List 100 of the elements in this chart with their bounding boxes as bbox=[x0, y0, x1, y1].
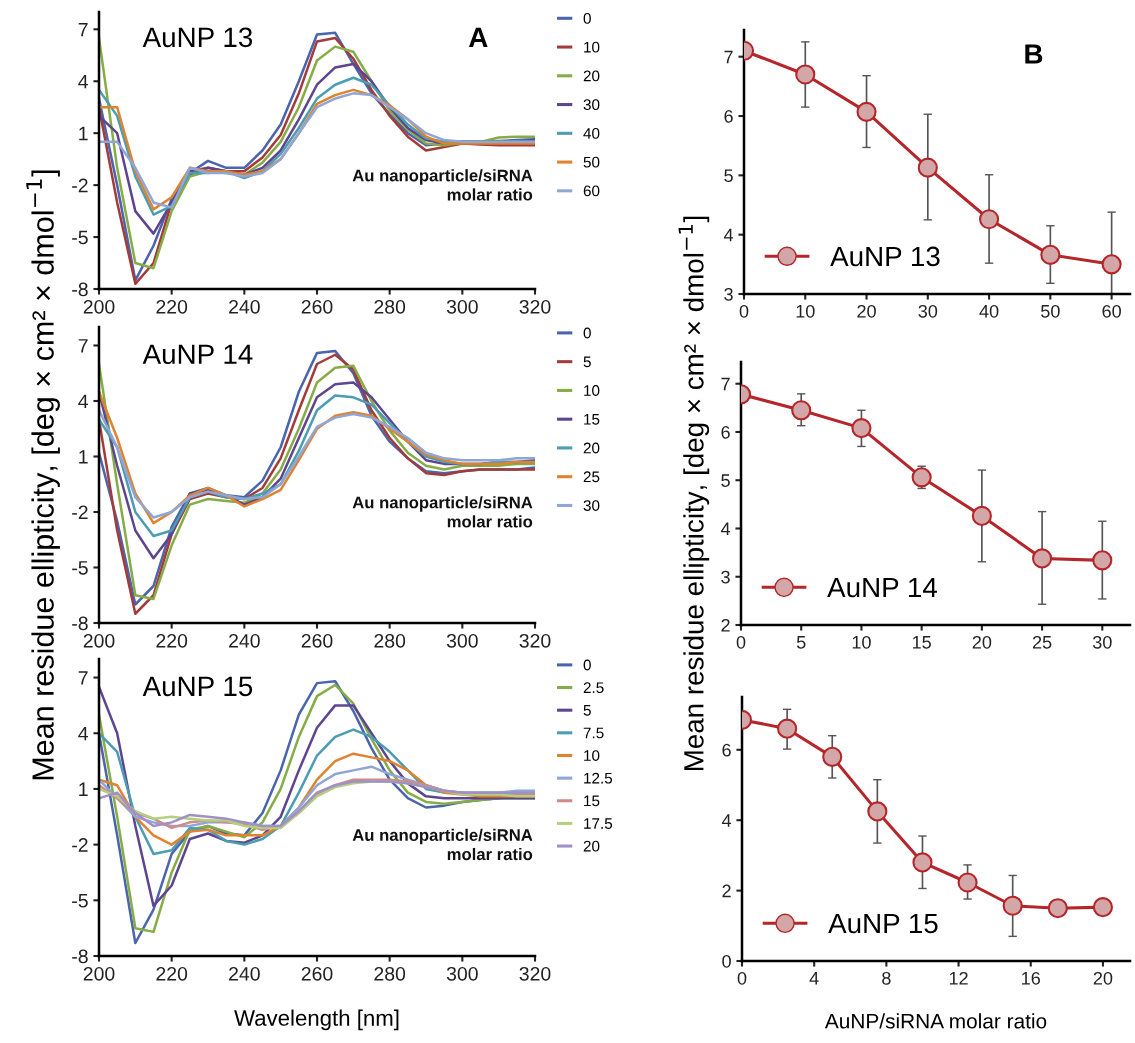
annotation: Au nanoparticle/siRNA molar ratio bbox=[352, 496, 533, 528]
legend-label: 60 bbox=[583, 185, 600, 197]
legend-label: 0 bbox=[583, 12, 591, 24]
legend-label: AuNP 13 bbox=[830, 246, 940, 267]
y-tick-label: -8 bbox=[72, 949, 88, 964]
legend-label: 0 bbox=[583, 327, 591, 339]
x-tick-label: 15 bbox=[912, 636, 931, 649]
legend-label: 20 bbox=[583, 442, 600, 454]
legend-label: 15 bbox=[584, 795, 600, 807]
y-tick-label: -5 bbox=[72, 230, 88, 245]
y-tick-label: 5 bbox=[721, 474, 730, 487]
x-tick-label: 12 bbox=[949, 971, 968, 985]
x-tick-label: 0 bbox=[737, 971, 747, 985]
y-tick-label: 2 bbox=[721, 618, 730, 632]
y-tick-label: -5 bbox=[72, 561, 88, 575]
x-tick-label: 10 bbox=[852, 635, 871, 649]
y-tick-label: 7 bbox=[78, 339, 88, 353]
annotation: Au nanoparticle/siRNA molar ratio bbox=[352, 169, 533, 201]
y-tick-label: 4 bbox=[78, 726, 89, 741]
x-tick-label: 220 bbox=[156, 633, 188, 648]
x-tick-label: 0 bbox=[739, 304, 749, 318]
y-tick-label: 0 bbox=[722, 954, 731, 968]
legend-label: AuNP 14 bbox=[827, 577, 937, 598]
y-tick-label: 1 bbox=[79, 782, 88, 796]
y-axis-title: Mean residue ellipticity, [deg × cm² × dmol$^{−1}$] bbox=[678, 216, 710, 771]
legend-label: 10 bbox=[584, 385, 600, 396]
y-tick-label: 7 bbox=[78, 671, 88, 685]
legend-label: 20 bbox=[583, 840, 600, 852]
x-axis-title: AuNP/siRNA molar ratio bbox=[824, 1013, 1047, 1029]
y-tick-label: -8 bbox=[72, 282, 88, 297]
x-tick-label: 0 bbox=[736, 635, 746, 649]
legend-label: 30 bbox=[583, 500, 600, 511]
y-tick-label: 4 bbox=[720, 522, 731, 536]
x-tick-label: 40 bbox=[979, 304, 999, 318]
x-tick-label: 30 bbox=[918, 304, 938, 318]
legend-label: 30 bbox=[583, 99, 600, 111]
legend-label: 20 bbox=[583, 70, 600, 82]
legend-label: 5 bbox=[583, 356, 591, 368]
x-tick-label: 8 bbox=[882, 971, 891, 985]
legend-label: 15 bbox=[584, 414, 600, 425]
chart-title: AuNP 15 bbox=[142, 676, 253, 697]
y-tick-label: 6 bbox=[721, 425, 730, 439]
x-tick-label: 20 bbox=[857, 304, 876, 318]
x-tick-label: 260 bbox=[301, 299, 333, 314]
x-tick-label: 30 bbox=[1092, 635, 1112, 649]
legend-label: AuNP 15 bbox=[828, 913, 938, 934]
x-tick-label: 200 bbox=[83, 633, 115, 648]
x-tick-label: 20 bbox=[1093, 971, 1113, 985]
x-tick-label: 300 bbox=[446, 633, 478, 648]
x-tick-label: 240 bbox=[229, 633, 260, 648]
chart-title: AuNP 14 bbox=[142, 344, 253, 365]
legend-label: 10 bbox=[584, 750, 600, 761]
legend-label: 17.5 bbox=[584, 818, 613, 829]
x-tick-label: 300 bbox=[446, 299, 478, 314]
y-tick-label: 4 bbox=[723, 228, 734, 242]
x-tick-label: 220 bbox=[156, 299, 188, 314]
x-tick-label: 240 bbox=[229, 299, 260, 314]
y-tick-label: 6 bbox=[724, 109, 733, 123]
x-tick-label: 320 bbox=[519, 633, 551, 648]
legend-label: 40 bbox=[583, 128, 600, 139]
y-tick-label: 1 bbox=[79, 126, 88, 141]
y-tick-label: 4 bbox=[78, 74, 89, 89]
legend-label: 2.5 bbox=[583, 682, 604, 694]
y-tick-label: -2 bbox=[72, 178, 88, 193]
legend-label: 7.5 bbox=[583, 727, 604, 739]
y-tick-label: 4 bbox=[78, 394, 89, 409]
y-tick-label: 2 bbox=[722, 884, 731, 898]
x-tick-label: 280 bbox=[374, 299, 406, 314]
x-tick-label: 320 bbox=[519, 299, 551, 314]
y-tick-label: 5 bbox=[724, 169, 733, 183]
x-tick-label: 260 bbox=[301, 633, 333, 648]
y-tick-label: 1 bbox=[79, 450, 88, 464]
y-tick-label: -5 bbox=[72, 893, 88, 908]
y-tick-label: 4 bbox=[721, 814, 732, 827]
x-tick-label: 60 bbox=[1102, 304, 1121, 318]
y-tick-label: 7 bbox=[78, 22, 88, 37]
y-tick-label: 7 bbox=[721, 377, 730, 391]
legend-label: 0 bbox=[583, 659, 591, 671]
x-tick-label: 200 bbox=[83, 966, 115, 981]
annotation: Au nanoparticle/siRNA molar ratio bbox=[352, 828, 533, 861]
legend-label: 10 bbox=[584, 41, 600, 53]
y-tick-label: 6 bbox=[722, 743, 731, 757]
y-tick-label: -2 bbox=[72, 505, 88, 520]
y-tick-label: -2 bbox=[72, 838, 88, 852]
y-axis-title: Mean residue ellipticity, [deg × cm² × dmol$^{−1}$] bbox=[26, 170, 60, 780]
x-tick-label: 280 bbox=[374, 966, 406, 981]
legend-label: 5 bbox=[583, 705, 591, 716]
legend-label: 50 bbox=[583, 156, 600, 168]
x-tick-label: 300 bbox=[446, 966, 478, 981]
x-tick-label: 280 bbox=[374, 633, 406, 648]
x-tick-label: 25 bbox=[1032, 635, 1052, 649]
annotation: A bbox=[468, 27, 488, 47]
x-axis-title: Wavelength [nm] bbox=[234, 1009, 399, 1031]
x-tick-label: 4 bbox=[809, 972, 819, 985]
x-tick-label: 200 bbox=[83, 299, 115, 314]
x-tick-label: 220 bbox=[156, 966, 188, 981]
x-tick-label: 10 bbox=[796, 304, 815, 318]
y-tick-label: 7 bbox=[724, 50, 733, 64]
legend-label: 12.5 bbox=[584, 772, 613, 784]
x-tick-label: 5 bbox=[796, 636, 806, 649]
